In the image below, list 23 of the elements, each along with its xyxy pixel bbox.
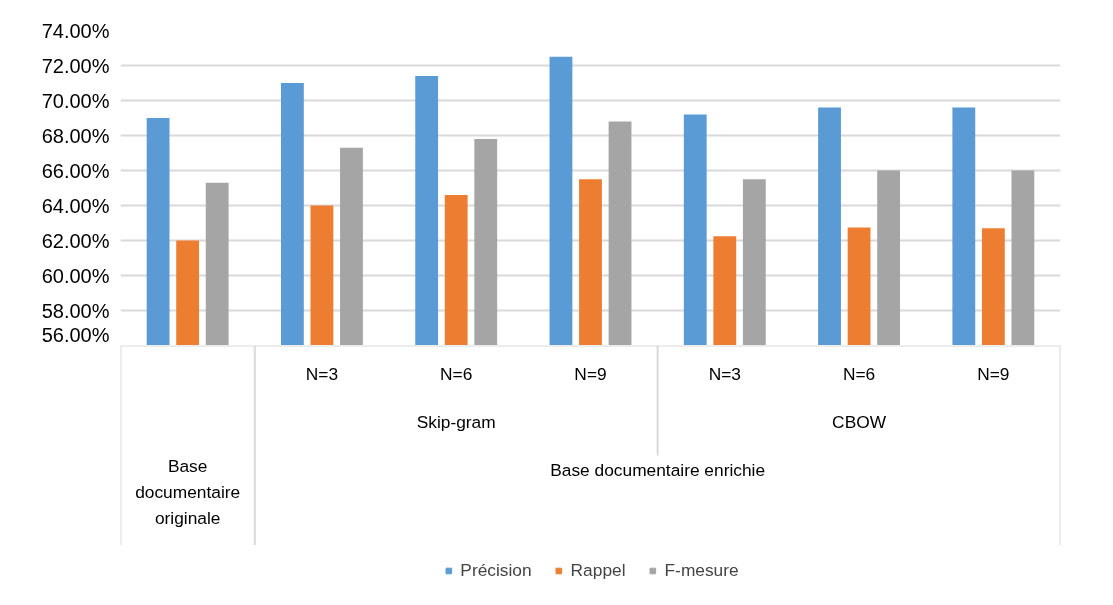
text: CBOW (832, 411, 887, 432)
x-tick-label: N=9 (977, 363, 1010, 384)
y-tick-label: 64.00% (41, 194, 110, 217)
y-tick-label: 74.00% (41, 19, 110, 42)
y-tick-label: 58.00% (41, 299, 110, 322)
y-tick-label: 56.00% (41, 323, 110, 346)
text: Base documentaire originale (135, 455, 241, 528)
x-tick-label: N=6 (842, 363, 876, 384)
legend-label: F-mesure (664, 559, 739, 581)
y-tick-label: 68.00% (41, 124, 110, 147)
text: Skip-gram (416, 411, 496, 432)
y-tick-label: 62.00% (41, 229, 110, 252)
x-tick-label: N=9 (574, 363, 607, 384)
y-tick-label: 66.00% (41, 159, 110, 182)
legend-label: Précision (460, 559, 532, 581)
x-tick-label: N=6 (440, 363, 473, 384)
x-tick-label: N=3 (305, 363, 339, 384)
text: Base documentaire enrichie (550, 459, 766, 480)
y-tick-label: 70.00% (41, 89, 110, 112)
y-tick-label: 72.00% (41, 54, 110, 77)
y-tick-label: 60.00% (41, 264, 110, 287)
x-tick-label: N=3 (708, 363, 741, 384)
legend-label: Rappel (570, 559, 626, 581)
